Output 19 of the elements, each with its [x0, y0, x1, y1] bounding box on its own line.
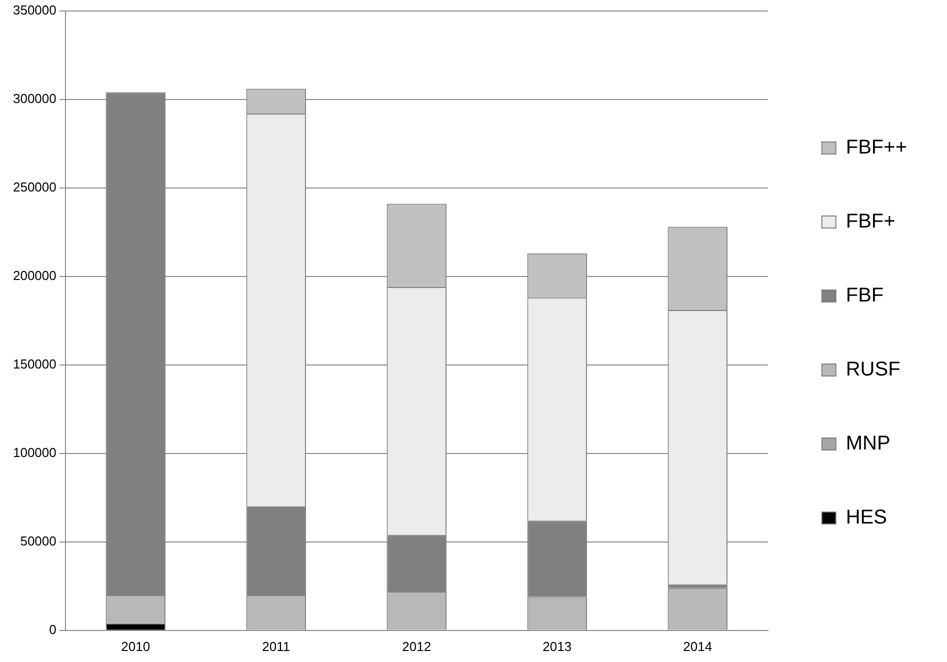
- y-tick-label: 300000: [12, 90, 56, 106]
- x-tick-label: 2010: [121, 638, 150, 654]
- legend-label: HES: [846, 506, 887, 529]
- legend-label: MNP: [846, 432, 890, 455]
- y-tick-label: 100000: [12, 444, 56, 460]
- y-tick-label: 200000: [12, 268, 56, 283]
- y-tick-label: 50000: [20, 533, 56, 548]
- legend-label: RUSF: [846, 358, 900, 381]
- x-tick-label: 2012: [402, 638, 432, 654]
- y-tick-label: 350000: [12, 2, 56, 18]
- x-tick-label: 2011: [262, 638, 290, 654]
- legend-label: FBF++: [846, 136, 908, 159]
- y-tick-label: 0: [49, 622, 56, 637]
- legend-label: FBF+: [846, 210, 896, 233]
- x-tick-label: 2014: [683, 638, 712, 654]
- legend-label: FBF: [846, 284, 884, 307]
- x-tick-label: 2013: [542, 638, 572, 654]
- y-tick-label: 150000: [12, 356, 56, 372]
- y-tick-label: 250000: [12, 179, 56, 194]
